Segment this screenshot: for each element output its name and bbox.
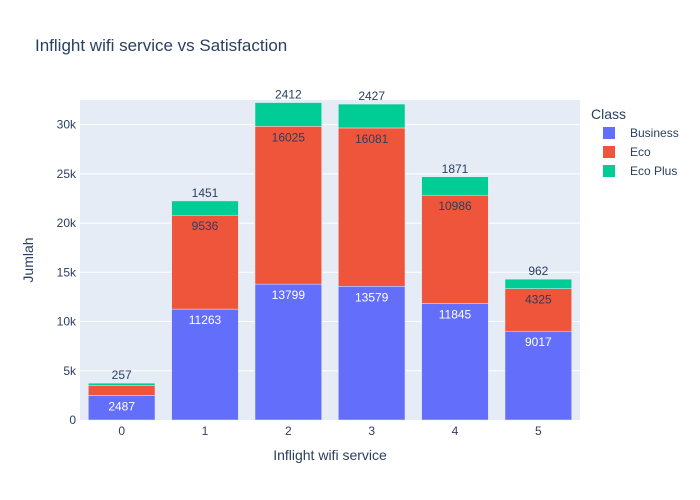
data-label: 9017	[525, 335, 552, 349]
data-label: 2487	[108, 400, 135, 414]
bar-business[interactable]	[88, 395, 156, 421]
bars[interactable]	[88, 102, 572, 421]
y-tick-label: 10k	[57, 315, 77, 329]
chart-title: Inflight wifi service vs Satisfaction	[35, 36, 287, 55]
bar-business[interactable]	[171, 308, 239, 421]
data-label: 16081	[355, 132, 389, 146]
bar-eco-plus[interactable]	[88, 382, 156, 386]
y-tick-label: 0	[69, 413, 76, 427]
x-tick-label: 4	[452, 424, 459, 438]
y-tick-label: 15k	[57, 265, 77, 279]
x-tick-label: 0	[118, 424, 125, 438]
data-label: 1451	[192, 186, 219, 200]
bar-business[interactable]	[504, 330, 572, 421]
data-label: 13579	[355, 290, 389, 304]
legend-item-eco-plus[interactable]: Eco Plus	[603, 164, 677, 178]
y-tick-label: 30k	[57, 118, 77, 132]
bar-eco-plus[interactable]	[421, 176, 489, 196]
bar-business[interactable]	[254, 283, 322, 421]
legend-swatch	[603, 127, 615, 139]
bar-eco-plus[interactable]	[504, 278, 572, 289]
bar-business[interactable]	[338, 286, 406, 421]
y-axis-title: Jumlah	[20, 237, 36, 282]
bar-business[interactable]	[421, 303, 489, 421]
data-label: 11263	[189, 313, 222, 327]
y-tick-label: 25k	[57, 167, 77, 181]
legend-item-eco[interactable]: Eco	[603, 145, 651, 159]
legend-swatch	[603, 165, 615, 177]
data-label: 2427	[358, 89, 385, 103]
x-tick-label: 3	[368, 424, 375, 438]
data-label: 2412	[275, 88, 302, 102]
legend-swatch	[603, 146, 615, 158]
data-label: 257	[112, 368, 132, 382]
data-label: 13799	[272, 288, 306, 302]
bar-eco[interactable]	[504, 288, 572, 332]
bar-eco[interactable]	[421, 194, 489, 304]
data-label: 16025	[272, 130, 306, 144]
bar-labels: 2487 11263 13799 13579 11845 9017 9536 16025 160…	[108, 88, 552, 414]
data-label: 4325	[525, 293, 552, 307]
plot-area	[80, 100, 580, 420]
bar-eco[interactable]	[88, 385, 156, 396]
legend[interactable]: Class Business Eco Eco Plus	[591, 106, 679, 178]
bar-eco[interactable]	[338, 127, 406, 287]
data-label: 11845	[439, 307, 472, 321]
legend-label: Business	[630, 126, 679, 140]
x-tick-label: 2	[285, 424, 292, 438]
legend-label: Eco Plus	[630, 164, 677, 178]
y-tick-label: 20k	[57, 216, 77, 230]
x-tick-label: 1	[202, 424, 209, 438]
data-label: 1871	[442, 162, 469, 176]
gridlines	[80, 124, 580, 372]
bar-eco[interactable]	[254, 126, 322, 285]
x-axis-title: Inflight wifi service	[273, 447, 387, 463]
legend-label: Eco	[630, 145, 651, 159]
y-tick-label: 5k	[63, 364, 77, 378]
data-label: 9536	[192, 219, 219, 233]
legend-title: Class	[591, 106, 626, 122]
bar-eco[interactable]	[171, 214, 239, 310]
data-label: 962	[528, 264, 548, 278]
y-tick-labels: 0 5k 10k 15k 20k 25k 30k	[57, 118, 77, 427]
x-tick-label: 5	[535, 424, 542, 438]
data-label: 10986	[438, 199, 472, 213]
bar-eco-plus[interactable]	[338, 103, 406, 129]
legend-item-business[interactable]: Business	[603, 126, 679, 140]
bar-eco-plus[interactable]	[171, 200, 239, 216]
x-tick-labels: 0 1 2 3 4 5	[118, 424, 542, 438]
bar-eco-plus[interactable]	[254, 102, 322, 127]
